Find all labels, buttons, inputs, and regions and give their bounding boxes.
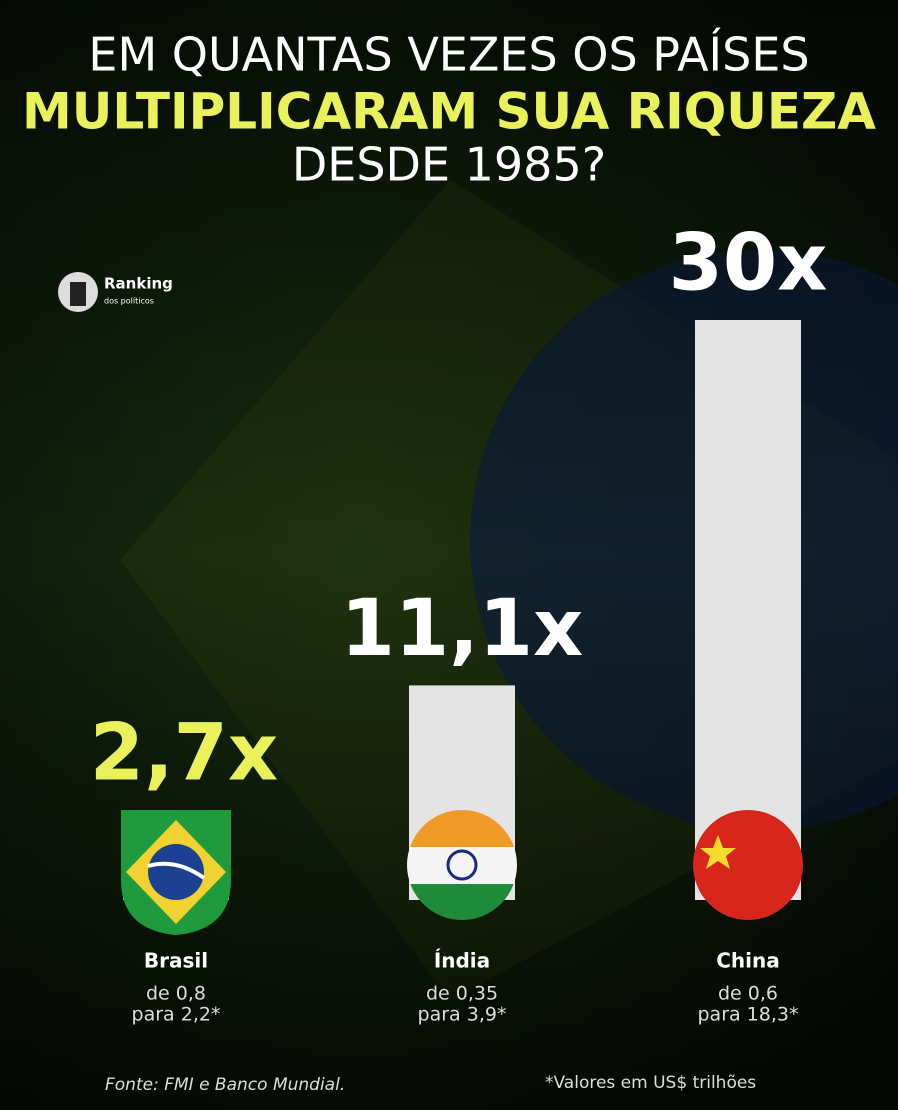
- category-note: para 18,3*: [697, 1004, 798, 1026]
- bar: [695, 320, 801, 900]
- title-line: EM QUANTAS VEZES OS PAÍSES: [88, 28, 809, 82]
- category-label: China: [716, 949, 780, 973]
- logo-icon-door: [70, 282, 86, 306]
- flag-china: [693, 810, 803, 920]
- flag-china-star: [700, 835, 736, 869]
- flag-brazil-globe: [148, 844, 204, 900]
- value-label: 2,7x: [90, 708, 279, 798]
- category-note: para 2,2*: [132, 1004, 221, 1026]
- category-note: de 0,6: [718, 983, 778, 1005]
- category-note: para 3,9*: [418, 1004, 507, 1026]
- category-label: Índia: [434, 949, 490, 973]
- flag-brazil-band: [147, 861, 206, 880]
- source: Fonte: FMI e Banco Mundial.: [105, 1075, 345, 1095]
- category-note: de 0,8: [146, 983, 206, 1005]
- footnote: *Valores em US$ trilhões: [545, 1073, 756, 1093]
- flag-india-chakra: [446, 849, 478, 881]
- logo-text: Ranking: [104, 275, 173, 293]
- value-label: 11,1x: [341, 584, 584, 674]
- value-label: 30x: [669, 218, 828, 308]
- category-note: de 0,35: [426, 983, 498, 1005]
- category-label: Brasil: [144, 949, 208, 973]
- title-line: MULTIPLICARAM SUA RIQUEZA: [22, 83, 876, 141]
- logo-subtext: dos políticos: [104, 297, 154, 306]
- title-line: DESDE 1985?: [292, 138, 606, 192]
